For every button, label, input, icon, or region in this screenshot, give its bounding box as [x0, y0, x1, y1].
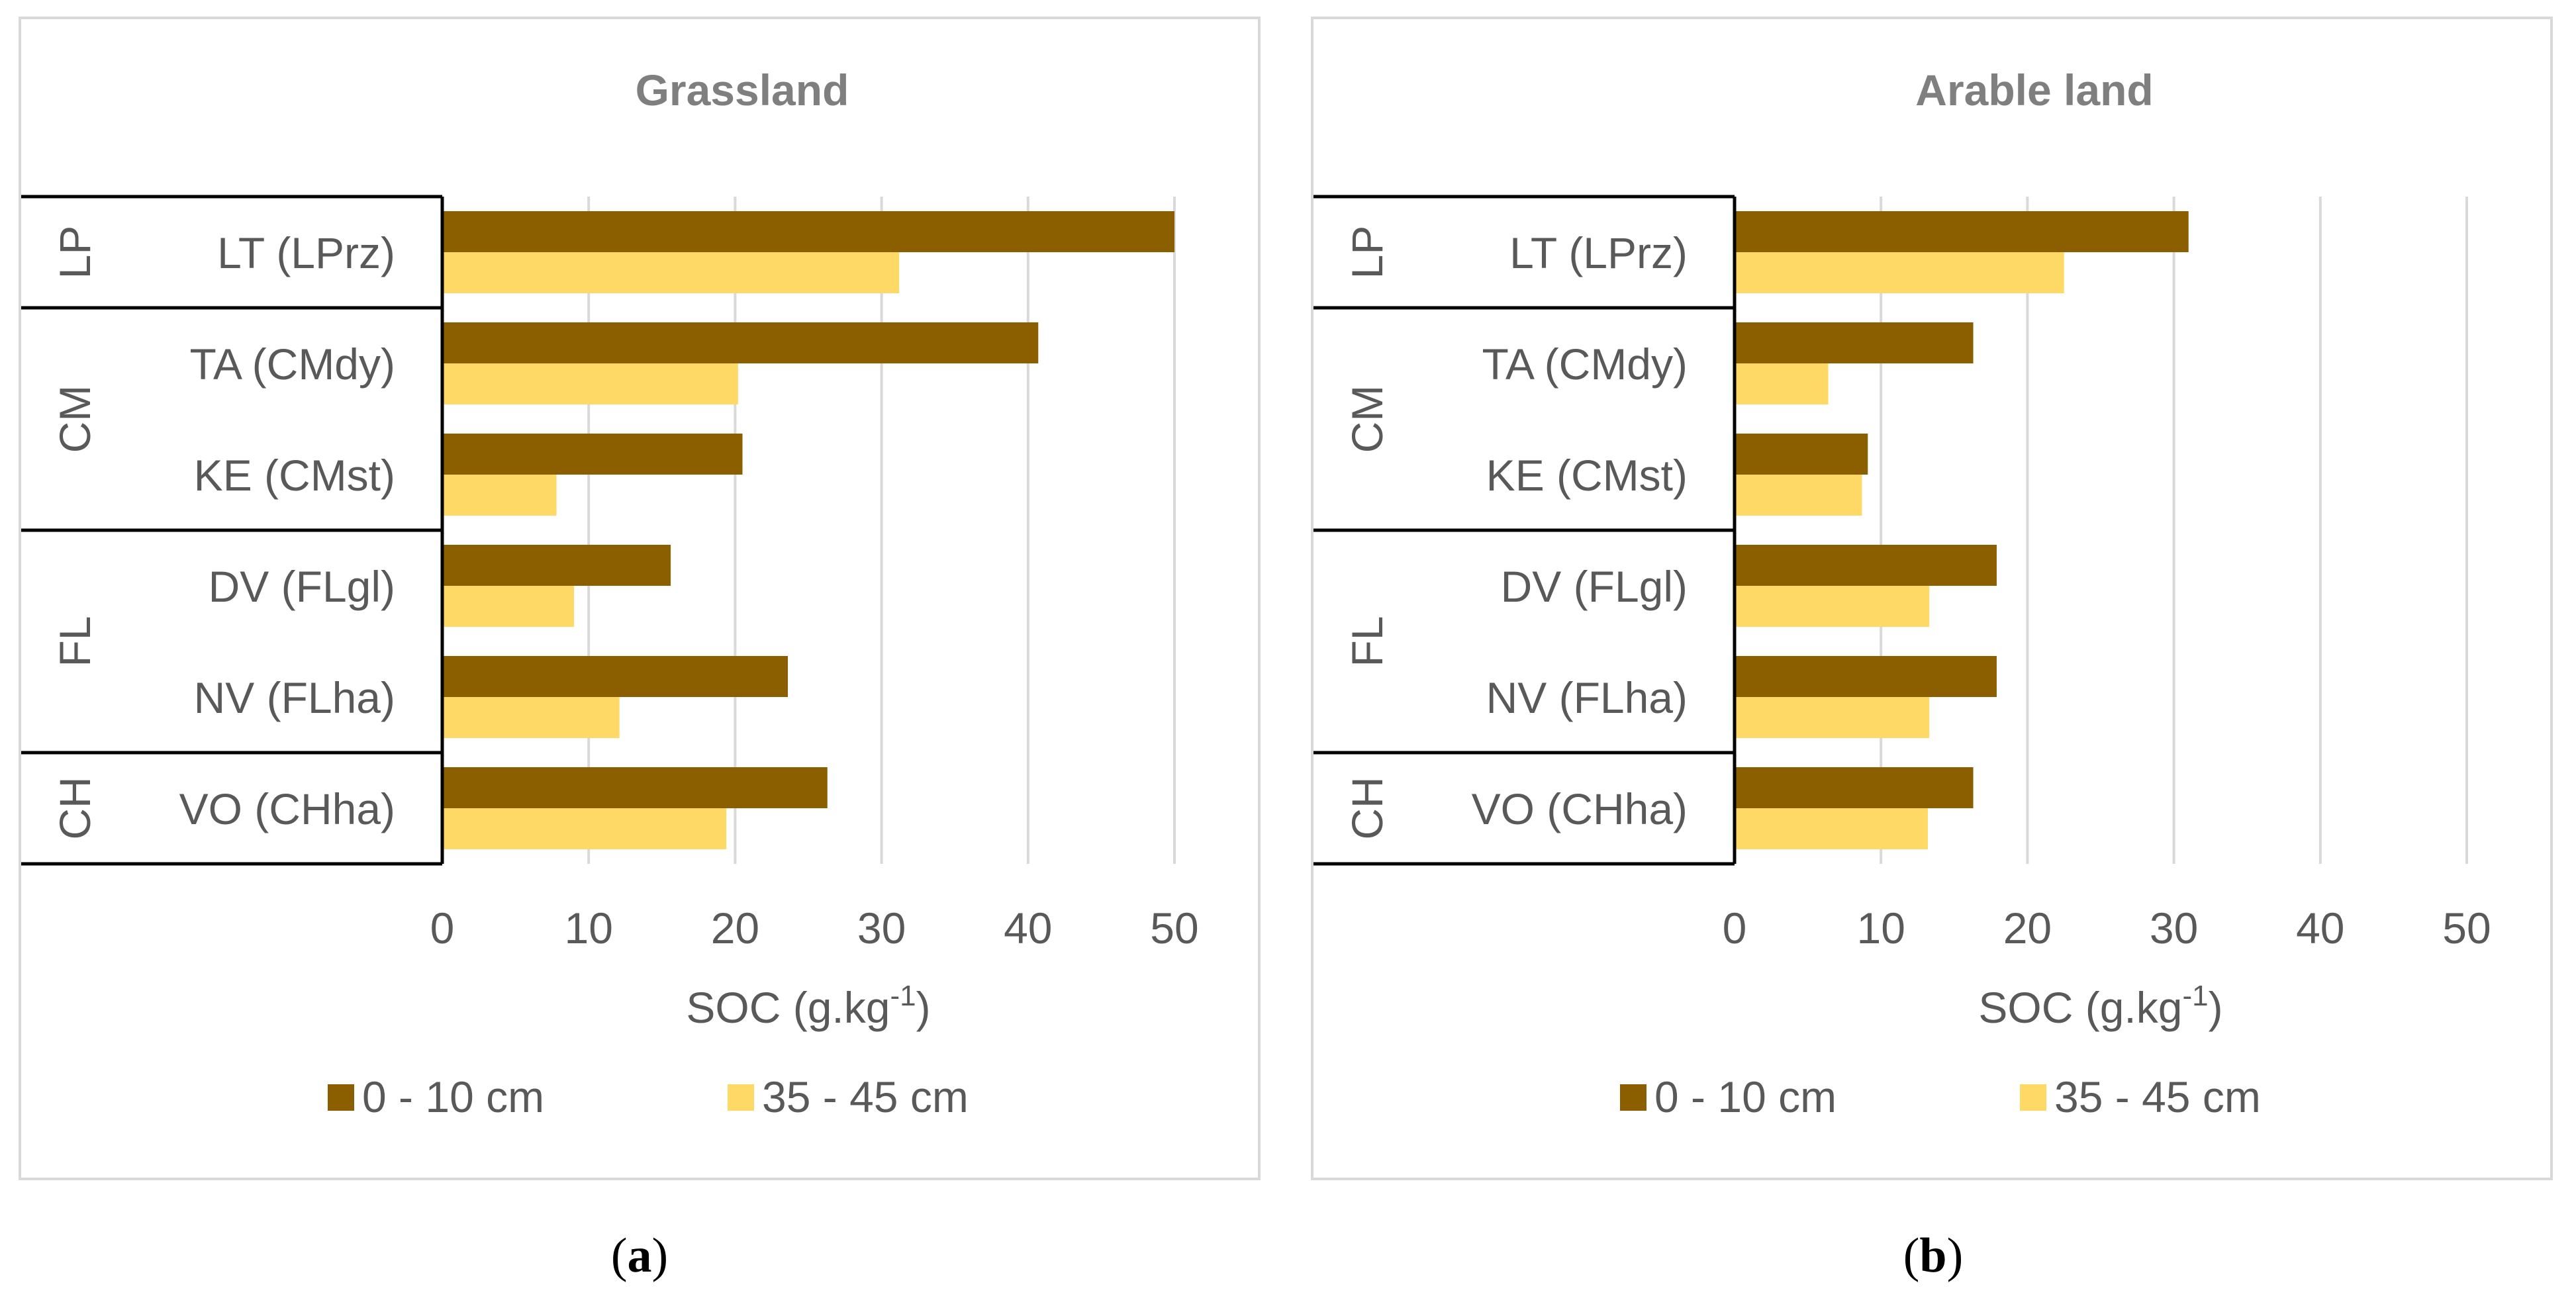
bar-35-45-cm-dv-flgl: [442, 586, 575, 627]
bar-35-45-cm-lt-lprz: [442, 252, 900, 293]
bar-35-45-cm-ke-cmst: [442, 475, 557, 516]
group-label: FL: [50, 616, 99, 667]
category-label: NV (FLha): [194, 673, 395, 722]
x-tick-label: 30: [857, 904, 906, 953]
legend-label-35-45-cm: 35 - 45 cm: [2054, 1072, 2261, 1121]
bar-35-45-cm-lt-lprz: [1735, 252, 2064, 293]
x-tick-label: 20: [2003, 904, 2052, 953]
x-tick-label: 0: [430, 904, 455, 953]
bar-0-10-cm-dv-flgl: [442, 545, 671, 586]
group-label: LP: [1343, 226, 1392, 279]
category-label: DV (FLgl): [209, 562, 395, 611]
x-axis-title-close: ): [2209, 983, 2223, 1032]
bar-0-10-cm-lt-lprz: [442, 211, 1174, 252]
bar-0-10-cm-ke-cmst: [1735, 434, 1868, 475]
bar-35-45-cm-vo-chha: [1735, 808, 1928, 849]
x-axis-title-close: ): [916, 983, 931, 1032]
bar-0-10-cm-ke-cmst: [442, 434, 743, 475]
category-label: LT (LPrz): [217, 228, 395, 277]
bar-0-10-cm-dv-flgl: [1735, 545, 1997, 586]
bar-35-45-cm-nv-flha: [442, 697, 620, 738]
bar-0-10-cm-vo-chha: [442, 767, 828, 808]
chart-panel-arable-land: Arable land 0 10 20 30 40 50 LT (LPrz) TA (CMdy)…: [1311, 17, 2553, 1180]
category-label: VO (CHha): [1472, 784, 1688, 833]
bar-35-45-cm-nv-flha: [1735, 697, 1930, 738]
chart-grassland: Grassland 0 10 20 30 40 50 LT (LPrz) TA (CMdy) KE…: [21, 66, 1199, 1121]
legend-swatch-0-10-cm: [328, 1084, 354, 1111]
x-tick-label: 50: [2442, 904, 2491, 953]
x-axis-title: SOC (g.kg-1): [1978, 980, 2222, 1032]
legend-swatch-35-45-cm: [2020, 1084, 2046, 1111]
bar-35-45-cm-vo-chha: [442, 808, 727, 849]
group-label: CM: [1343, 385, 1392, 453]
chart-title: Arable land: [1915, 66, 2153, 115]
bar-0-10-cm-nv-flha: [442, 656, 788, 697]
category-label: VO (CHha): [179, 784, 395, 833]
x-tick-label: 40: [2296, 904, 2344, 953]
x-tick-label: 30: [2150, 904, 2198, 953]
x-tick-label: 20: [711, 904, 759, 953]
chart-panel-grassland: Grassland 0 10 20 30 40 50 LT (LPrz) TA (CMdy) KE…: [19, 17, 1261, 1180]
x-tick-label: 10: [1856, 904, 1905, 953]
bar-0-10-cm-lt-lprz: [1735, 211, 2189, 252]
bar-35-45-cm-ke-cmst: [1735, 475, 1862, 516]
category-label: LT (LPrz): [1509, 228, 1688, 277]
bar-0-10-cm-ta-cmdy: [442, 322, 1039, 363]
legend-label-0-10-cm: 0 - 10 cm: [1654, 1072, 1837, 1121]
chart-arable-land: Arable land 0 10 20 30 40 50 LT (LPrz) TA (CMdy)…: [1313, 66, 2491, 1121]
x-axis-title-sup: -1: [2182, 980, 2208, 1012]
chart-title: Grassland: [636, 66, 849, 115]
legend-swatch-35-45-cm: [728, 1084, 754, 1111]
legend-label-0-10-cm: 0 - 10 cm: [362, 1072, 544, 1121]
category-label: TA (CMdy): [190, 340, 395, 389]
x-axis-title-main: SOC (g.kg: [1978, 983, 2182, 1032]
category-label: TA (CMdy): [1482, 340, 1688, 389]
x-axis-title-main: SOC (g.kg: [686, 983, 890, 1032]
category-label: KE (CMst): [1486, 451, 1688, 500]
group-label: CH: [50, 776, 99, 839]
x-tick-label: 40: [1004, 904, 1052, 953]
caption-a: (a): [610, 1229, 669, 1283]
category-label: KE (CMst): [194, 451, 395, 500]
bar-0-10-cm-ta-cmdy: [1735, 322, 1974, 363]
bar-35-45-cm-ta-cmdy: [1735, 363, 1829, 404]
category-label: NV (FLha): [1486, 673, 1688, 722]
bar-35-45-cm-ta-cmdy: [442, 363, 738, 404]
caption-b: (b): [1903, 1229, 1964, 1283]
bar-0-10-cm-nv-flha: [1735, 656, 1997, 697]
category-label: DV (FLgl): [1501, 562, 1688, 611]
bar-35-45-cm-dv-flgl: [1735, 586, 1930, 627]
x-axis-title: SOC (g.kg-1): [686, 980, 930, 1032]
x-tick-label: 10: [564, 904, 612, 953]
legend-label-35-45-cm: 35 - 45 cm: [762, 1072, 969, 1121]
x-axis-title-sup: -1: [890, 980, 916, 1012]
x-tick-label: 0: [1723, 904, 1747, 953]
group-label: LP: [50, 226, 99, 279]
group-label: CM: [50, 385, 99, 453]
group-label: CH: [1343, 776, 1392, 839]
x-tick-label: 50: [1150, 904, 1198, 953]
legend-swatch-0-10-cm: [1620, 1084, 1646, 1111]
bar-0-10-cm-vo-chha: [1735, 767, 1974, 808]
group-label: FL: [1343, 616, 1392, 667]
